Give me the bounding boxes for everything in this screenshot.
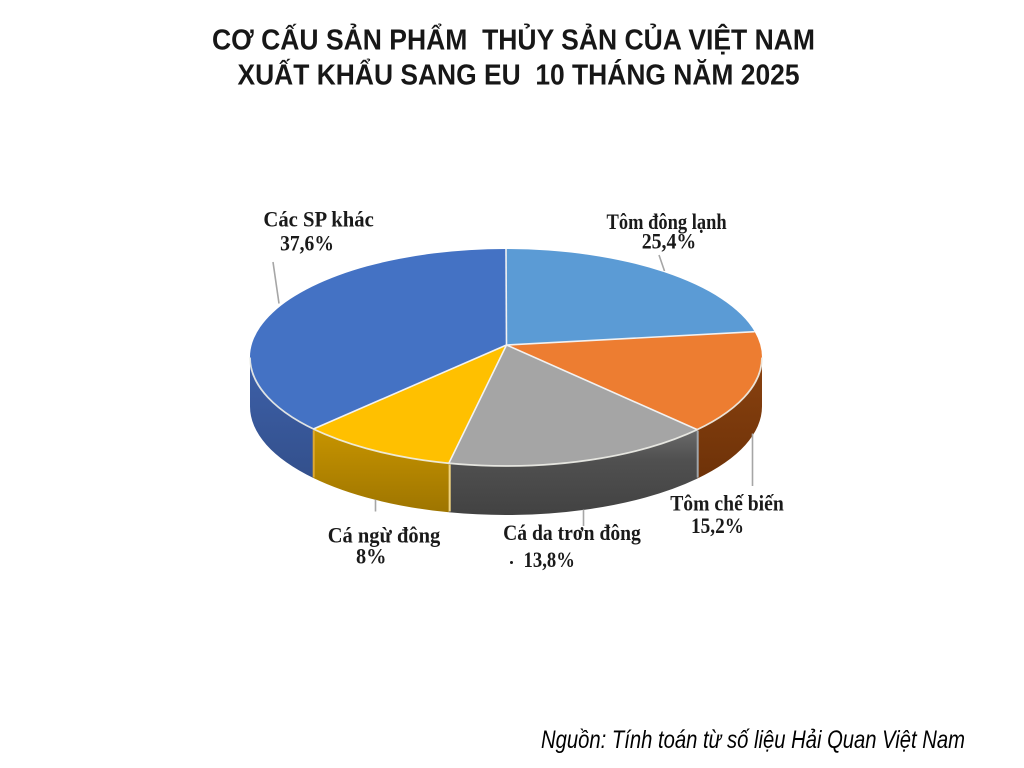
- svg-text:Tôm chế biến: Tôm chế biến: [670, 491, 784, 516]
- svg-text:Các SP khác: Các SP khác: [263, 207, 374, 232]
- svg-text:CƠ CẤU SẢN PHẨM THỦY SẢN CỦA: CƠ CẤU SẢN PHẨM THỦY SẢN CỦA VIỆT NAM: [212, 23, 815, 57]
- svg-text:15,2%: 15,2%: [691, 513, 744, 538]
- svg-text:25,4%: 25,4%: [642, 229, 697, 254]
- svg-text:Cá ngừ đông: Cá ngừ đông: [328, 523, 441, 548]
- svg-text:Tôm đông lạnh: Tôm đông lạnh: [607, 209, 727, 234]
- svg-text:13,8%: 13,8%: [524, 547, 575, 572]
- svg-text:8%: 8%: [356, 544, 387, 569]
- svg-text:XUẤT KHẨU SANG EU 10 THÁNG NĂ: XUẤT KHẨU SANG EU 10 THÁNG NĂM 2025: [238, 58, 800, 92]
- svg-text:37,6%: 37,6%: [280, 231, 334, 256]
- svg-text:Nguồn: Tính toán từ số liệu Hả: Nguồn: Tính toán từ số liệu Hải Quan Việ…: [541, 726, 965, 754]
- svg-text:Cá da trơn đông: Cá da trơn đông: [503, 520, 641, 545]
